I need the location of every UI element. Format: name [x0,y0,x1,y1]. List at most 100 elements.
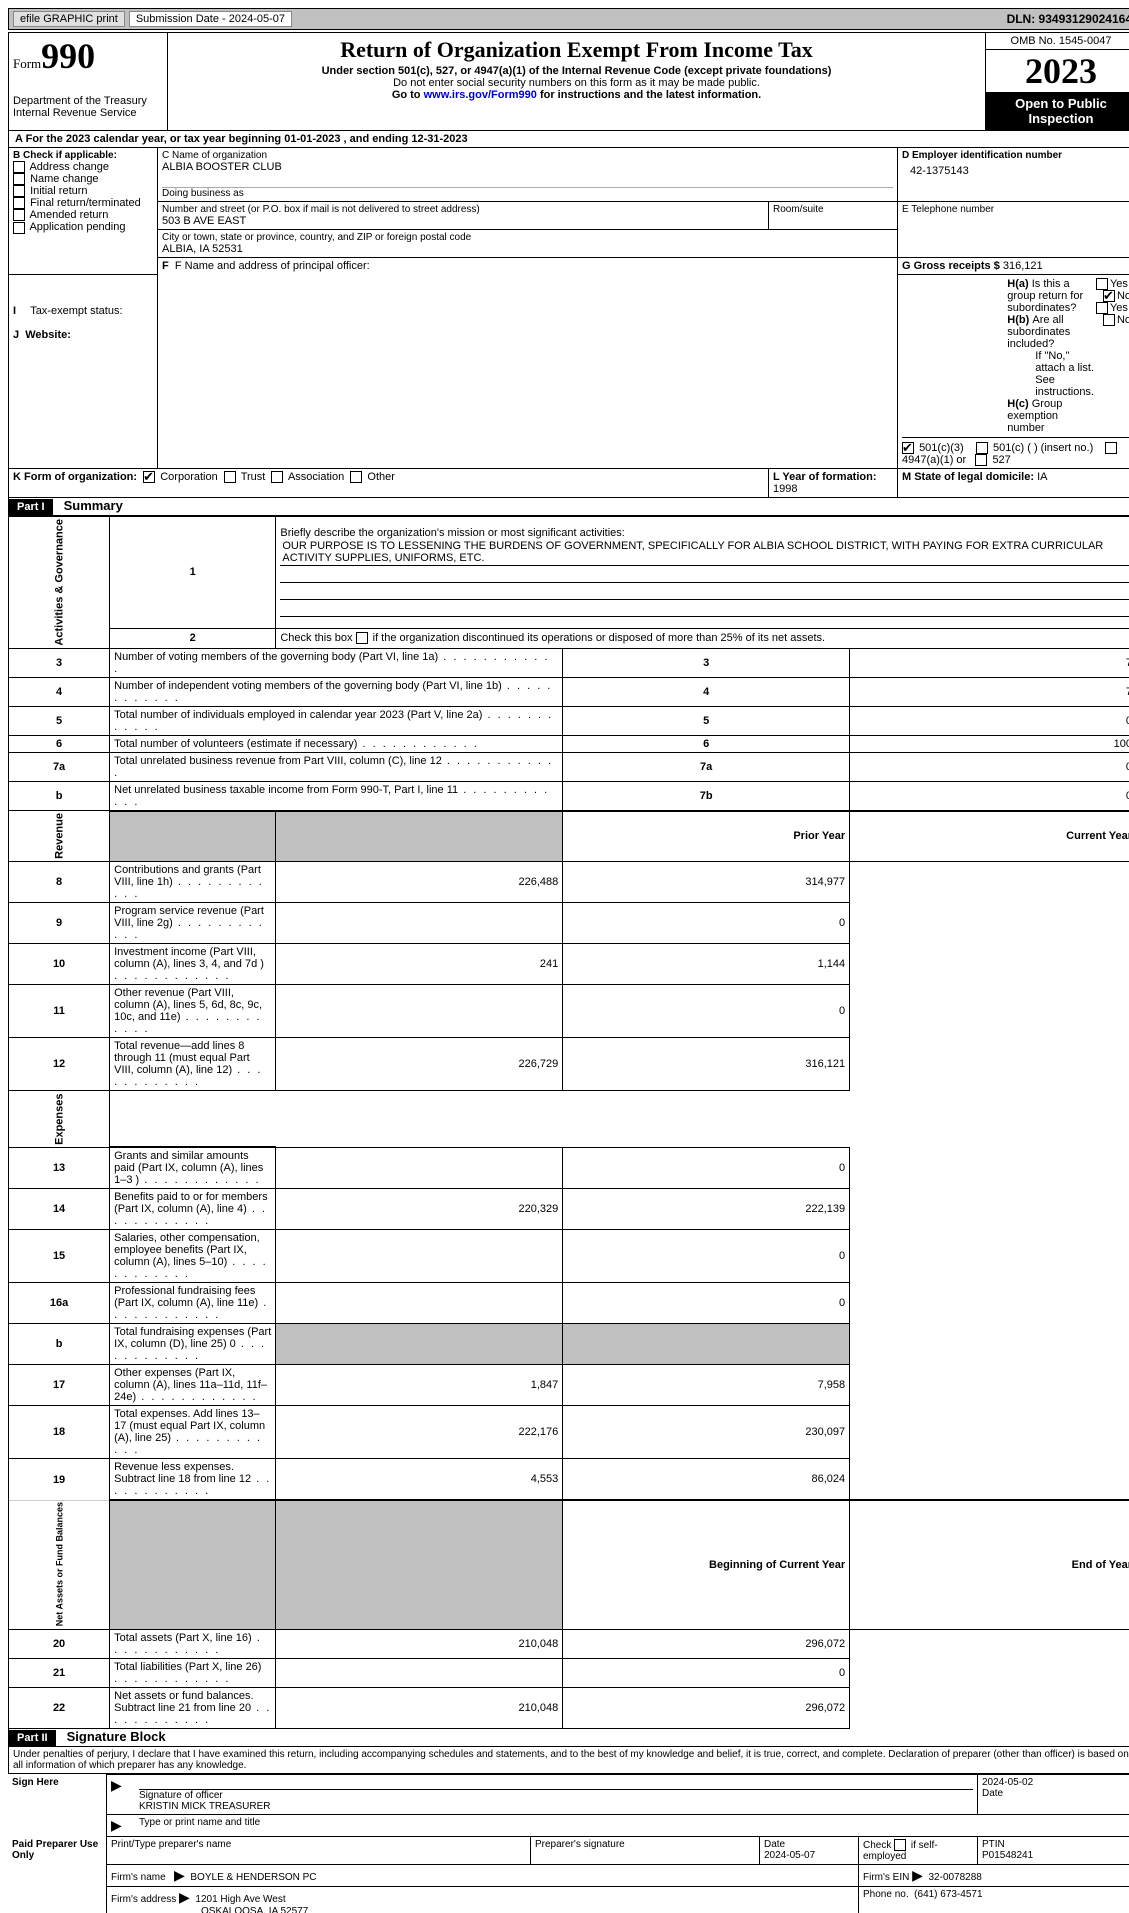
summary-row: bNet unrelated business taxable income f… [9,781,1129,811]
other-checkbox[interactable] [350,471,362,483]
ptin-value: P01548241 [982,1850,1033,1861]
tab-activities-governance: Activities & Governance [9,517,110,649]
summary-row: 21Total liabilities (Part X, line 26)0 [9,1659,1129,1688]
boxb-checkbox[interactable] [13,209,25,221]
room-label: Room/suite [773,204,893,215]
part1-grid: Activities & Governance 1 Briefly descri… [8,516,1129,1729]
type-name-label: Type or print name and title [135,1815,1129,1837]
boxb-checkbox[interactable] [13,197,25,209]
prep-sig-label: Preparer's signature [535,1839,625,1850]
corp-checkbox[interactable] [143,471,155,483]
gross-receipts-value: 316,121 [1003,260,1043,272]
paid-preparer-label: Paid Preparer Use Only [8,1837,107,1913]
hdr-beginning-year: Beginning of Current Year [563,1500,850,1629]
mission-text: OUR PURPOSE IS TO LESSENING THE BURDENS … [280,539,1129,566]
line2-label: Check this box if the organization disco… [280,632,825,644]
arrow-icon: ▶ [111,1777,122,1793]
prep-name-label: Print/Type preparer's name [111,1839,231,1850]
part1-header: Part I [9,499,53,515]
hdr-end-year: End of Year [850,1500,1129,1629]
summary-row: 10Investment income (Part VIII, column (… [9,944,1129,985]
hb-note: If "No," attach a list. See instructions… [1007,350,1094,398]
boxb-checkbox[interactable] [13,173,25,185]
box-i-label: Tax-exempt status: [30,305,122,317]
summary-row: 5Total number of individuals employed in… [9,706,1129,735]
box-l-label: L Year of formation: [773,471,877,483]
arrow-icon: ▶ [111,1817,122,1833]
box-e-label: E Telephone number [902,204,1129,215]
topbar: efile GRAPHIC print Submission Date - 20… [8,8,1129,30]
form-990-logo: Form990 [13,35,163,77]
501c3-checkbox[interactable] [902,442,914,454]
firm-addr2: OSKALOOSA, IA 52577 [111,1906,308,1913]
firm-name-label: Firm's name [111,1872,166,1883]
ein-value: 42-1375143 [902,161,1129,181]
ha-no-checkbox[interactable] [1103,290,1115,302]
summary-row: 15Salaries, other compensation, employee… [9,1230,1129,1283]
hb-yes-checkbox[interactable] [1096,302,1108,314]
boxb-checkbox[interactable] [13,185,25,197]
tab-expenses: Expenses [9,1091,110,1148]
city-value: ALBIA, IA 52531 [162,243,893,255]
firm-addr-label: Firm's address [111,1894,176,1905]
527-checkbox[interactable] [975,454,987,466]
box-f-label: F F Name and address of principal office… [162,260,893,272]
sign-here-label: Sign Here [8,1775,107,1837]
street-label: Number and street (or P.O. box if mail i… [162,204,764,215]
signature-block: Sign Here ▶ Signature of officer KRISTIN… [8,1774,1129,1913]
dept-label: Department of the Treasury Internal Reve… [13,95,163,119]
box-c-name-label: C Name of organization [162,150,893,161]
firm-name: BOYLE & HENDERSON PC [190,1872,316,1883]
boxb-checkbox[interactable] [13,161,25,173]
year-formation: 1998 [773,483,797,495]
boxb-item: Application pending [13,221,153,233]
sig-officer-name: KRISTIN MICK TREASURER [139,1801,271,1812]
boxb-item: Name change [13,173,153,185]
firm-addr1: 1201 High Ave West [195,1894,285,1905]
box-d-label: D Employer identification number [902,150,1129,161]
summary-row: 11Other revenue (Part VIII, column (A), … [9,985,1129,1038]
prep-date: 2024-05-07 [764,1850,815,1861]
boxb-checkbox[interactable] [13,222,25,234]
summary-row: 9Program service revenue (Part VIII, lin… [9,903,1129,944]
part1-title: Summary [56,498,123,513]
self-emp-label: Check if self-employed [863,1840,938,1862]
boxb-item: Final return/terminated [13,197,153,209]
hdr-current-year: Current Year [850,811,1129,862]
org-name: ALBIA BOOSTER CLUB [162,161,893,173]
summary-row: 3Number of voting members of the governi… [9,648,1129,677]
summary-row: 14Benefits paid to or for members (Part … [9,1189,1129,1230]
summary-row: 18Total expenses. Add lines 13–17 (must … [9,1406,1129,1459]
self-emp-checkbox[interactable] [894,1839,906,1851]
public-inspection-badge: Open to Public Inspection [986,92,1129,130]
irs-link[interactable]: www.irs.gov/Form990 [424,89,537,101]
part2-title: Signature Block [59,1729,166,1744]
efile-print-button[interactable]: efile GRAPHIC print [13,11,125,27]
date2-label: Date [764,1839,785,1850]
firm-ein: 32-0078288 [928,1872,981,1883]
hb-no-checkbox[interactable] [1103,314,1115,326]
row-a-tax-year: A For the 2023 calendar year, or tax yea… [8,131,1129,147]
summary-row: 12Total revenue—add lines 8 through 11 (… [9,1038,1129,1091]
submission-date: Submission Date - 2024-05-07 [129,11,292,27]
city-label: City or town, state or province, country… [162,232,893,243]
trust-checkbox[interactable] [224,471,236,483]
501c-checkbox[interactable] [976,442,988,454]
tab-net-assets: Net Assets or Fund Balances [9,1500,110,1629]
summary-row: 19Revenue less expenses. Subtract line 1… [9,1459,1129,1501]
line2-checkbox[interactable] [356,632,368,644]
assoc-checkbox[interactable] [271,471,283,483]
form-title: Return of Organization Exempt From Incom… [172,37,981,63]
dln-label: DLN: 93493129024164 [1007,12,1129,26]
summary-row: 7aTotal unrelated business revenue from … [9,752,1129,781]
hdr-prior-year: Prior Year [563,811,850,862]
boxb-item: Address change [13,161,153,173]
firm-ein-label: Firm's EIN [863,1872,909,1883]
firm-phone: (641) 673-4571 [914,1889,982,1900]
4947-checkbox[interactable] [1105,442,1117,454]
header-table: Form990 Department of the Treasury Inter… [8,32,1129,131]
part2-header: Part II [9,1730,56,1746]
summary-row: 20Total assets (Part X, line 16)210,0482… [9,1630,1129,1659]
box-k-label: K Form of organization: [13,471,137,483]
summary-row: bTotal fundraising expenses (Part IX, co… [9,1324,1129,1365]
